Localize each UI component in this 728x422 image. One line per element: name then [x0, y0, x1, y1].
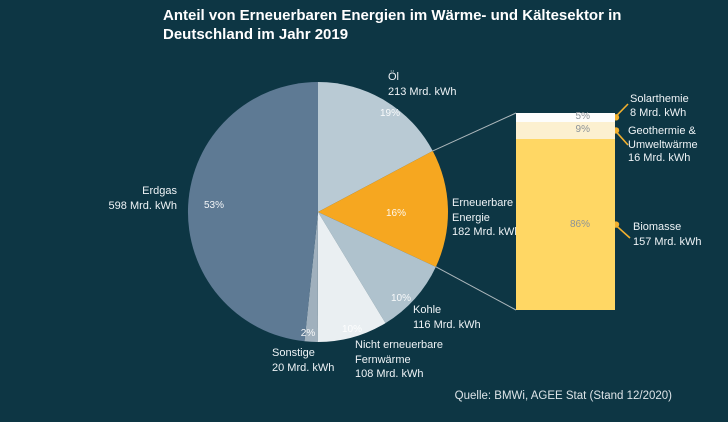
bar-segment-2: 86%: [516, 139, 615, 310]
bar-label-solarthermie: Solarthemie 8 Mrd. kWh: [630, 93, 725, 120]
pie-label-kohle: Kohle 116 Mrd. kWh: [413, 303, 513, 332]
pie-label-fernwaerme-name: Nicht erneuerbare Fernwärme: [355, 339, 444, 366]
pie-pct-kohle: 10%: [390, 293, 411, 304]
pie-slice-2: [318, 212, 436, 324]
pie-label-erdgas-value: 598 Mrd. kWh: [108, 199, 177, 212]
bar-label-geothermie-value: 16 Mrd. kWh: [628, 152, 691, 164]
pie-to-bar-connector-top: [432, 112, 517, 152]
pie-slice-4: [304, 212, 318, 342]
pie-label-erdgas: Erdgas 598 Mrd. kWh: [67, 184, 177, 213]
pie-label-kohle-name: Kohle: [413, 304, 442, 316]
pie-label-kohle-value: 116 Mrd. kWh: [413, 318, 481, 331]
pie-label-fernwaerme: Nicht erneuerbare Fernwärme 108 Mrd. kWh: [355, 338, 455, 382]
pie-pct-fernwaerme: 10%: [341, 324, 362, 335]
bar-segment-1: 9%: [516, 121, 615, 140]
bar-label-solarthermie-value: 8 Mrd. kWh: [630, 106, 687, 119]
bar-segment-pct-2: 86%: [569, 218, 590, 230]
pie-slice-1: [318, 150, 448, 267]
bar-label-biomasse: Biomasse 157 Mrd. kWh: [633, 220, 728, 249]
bar-label-geothermie: Geothermie & Umweltwärme 16 Mrd. kWh: [628, 125, 716, 166]
bar-segment-pct-0: 5%: [575, 111, 590, 123]
pie-pct-erneuerbare: 16%: [385, 208, 406, 219]
pie-slice-5: [187, 81, 318, 342]
renewables-breakdown-bar: 5% 9% 86%: [516, 111, 615, 310]
pie-pct-erdgas: 53%: [203, 200, 224, 211]
pie-label-oel-name: Öl: [388, 71, 399, 83]
pie-label-sonstige-value: 20 Mrd. kWh: [272, 361, 335, 374]
pie-label-fernwaerme-value: 108 Mrd. kWh: [355, 368, 424, 380]
pie-label-oel-value: 213 Mrd. kWh: [388, 85, 457, 98]
pie-label-oel: Öl 213 Mrd. kWh: [388, 70, 498, 99]
pie-label-erneuerbare-name: Erneuerbare Energie: [452, 197, 514, 224]
bar-label-geothermie-name: Geothermie & Umweltwärme: [628, 125, 698, 151]
bar-label-solarthermie-name: Solarthemie: [630, 93, 689, 105]
pie-to-bar-connector-bottom: [435, 266, 517, 311]
pie-label-erdgas-name: Erdgas: [142, 185, 177, 197]
bar-label-biomasse-name: Biomasse: [633, 221, 682, 233]
pie-pct-sonstige: 2%: [300, 328, 316, 339]
bar-label-biomasse-value: 157 Mrd. kWh: [633, 235, 702, 248]
pie-label-erneuerbare: Erneuerbare Energie 182 Mrd. kWh: [452, 196, 542, 240]
pie-slice-0: [318, 82, 433, 212]
bar-segment-pct-1: 9%: [575, 124, 590, 136]
pie-pct-oel: 19%: [379, 108, 400, 119]
pie-label-erneuerbare-value: 182 Mrd. kWh: [452, 226, 521, 238]
pie-label-sonstige: Sonstige 20 Mrd. kWh: [272, 346, 372, 375]
pie-label-sonstige-name: Sonstige: [272, 347, 315, 359]
source-note: Quelle: BMWi, AGEE Stat (Stand 12/2020): [454, 390, 672, 402]
pie-slice-3: [317, 212, 386, 343]
pie-chart: [187, 81, 448, 343]
chart-title: Anteil von Erneuerbaren Energien im Wärm…: [163, 7, 622, 43]
bar-segment-0: 5%: [516, 111, 615, 123]
